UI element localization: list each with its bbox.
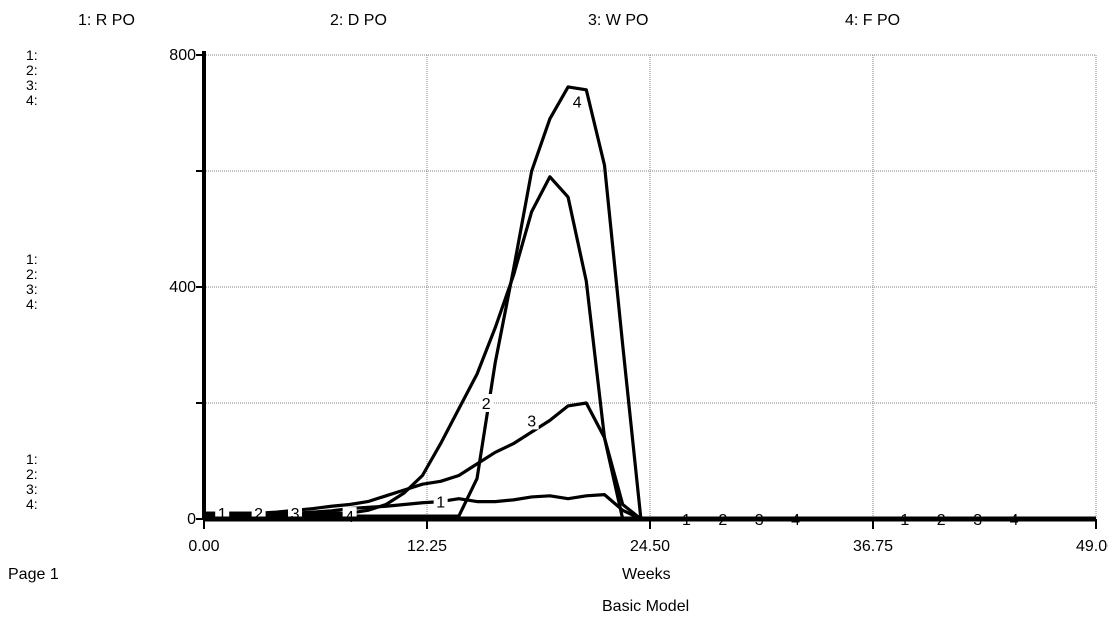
series-label-bg <box>524 411 539 430</box>
series-label-1: 1 <box>218 506 227 523</box>
series-label-4: 4 <box>573 94 582 111</box>
scale-label-4: 4: <box>26 496 38 512</box>
legend-item-4: 4: F PO <box>845 12 901 29</box>
legend-item-3: 3: W PO <box>588 12 649 29</box>
series-label-3: 3 <box>527 413 536 430</box>
series-label-2: 2 <box>482 396 491 413</box>
scale-label-3: 3: <box>26 77 38 93</box>
scale-group-middle: 1: 2: 3: 4: <box>26 252 38 312</box>
legend-item-2: 2: D PO <box>330 12 387 29</box>
series-label-2: 2 <box>254 506 263 523</box>
axes <box>196 51 1097 529</box>
grid <box>204 54 1097 519</box>
scale-label-2: 2: <box>26 466 38 482</box>
series-label-1: 1 <box>436 495 445 512</box>
scale-label-3: 3: <box>26 281 38 297</box>
y-tick-label: 0 <box>187 511 196 528</box>
scale-label-4: 4: <box>26 92 38 108</box>
x-tick-label: 0.00 <box>188 538 219 555</box>
scale-label-2: 2: <box>26 62 38 78</box>
scale-group-bottom: 1: 2: 3: 4: <box>26 452 38 512</box>
series-label-bg <box>570 92 585 111</box>
scale-group-top: 1: 2: 3: 4: <box>26 48 38 108</box>
legend-item-1: 1: R PO <box>78 12 135 29</box>
chart-caption: Basic Model <box>602 598 690 615</box>
series-label-3: 3 <box>291 506 300 523</box>
tick-labels: 0 400 800 0.00 12.25 24.50 36.75 49.00 <box>169 47 1108 555</box>
scale-label-3: 3: <box>26 481 38 497</box>
scale-label-1: 1: <box>26 251 38 267</box>
scale-label-1: 1: <box>26 47 38 63</box>
x-tick-label: 24.50 <box>630 538 670 555</box>
scale-label-2: 2: <box>26 266 38 282</box>
x-axis-label: Weeks <box>622 566 671 583</box>
series-label-bg <box>479 394 494 412</box>
x-tick-label: 49.00 <box>1076 538 1108 555</box>
y-tick-label: 800 <box>169 47 196 64</box>
page-label: Page 1 <box>8 566 59 583</box>
scale-label-1: 1: <box>26 451 38 467</box>
series-label-bg <box>433 492 448 511</box>
x-tick-label: 36.75 <box>853 538 893 555</box>
scale-label-4: 4: <box>26 296 38 312</box>
series-layer: 1111222233334444 <box>203 85 1096 529</box>
x-tick-label: 12.25 <box>407 538 447 555</box>
y-tick-label: 400 <box>169 279 196 296</box>
